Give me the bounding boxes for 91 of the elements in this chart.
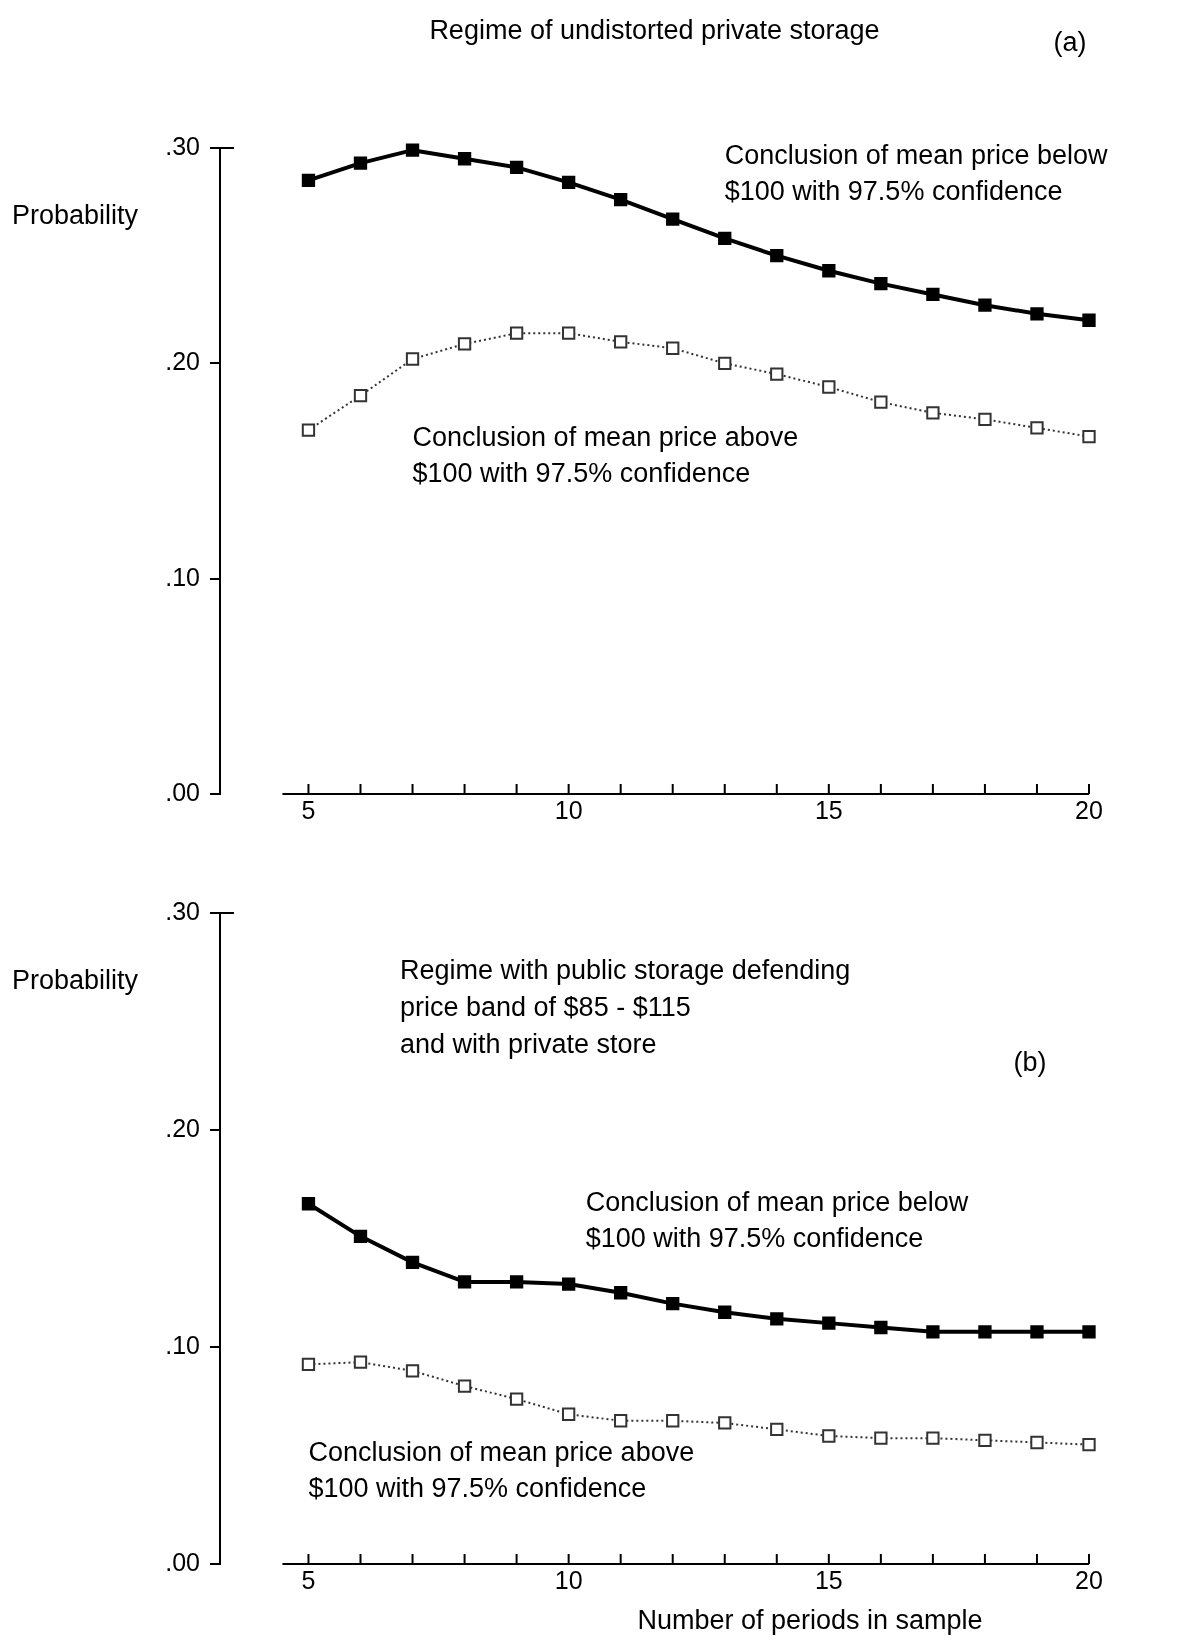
y-tick-label: .00 <box>165 1547 200 1576</box>
point <box>1030 421 1044 435</box>
point <box>509 1392 524 1406</box>
point <box>1082 1325 1096 1339</box>
x-tick-label: 15 <box>814 1565 843 1594</box>
point <box>457 1379 472 1393</box>
text: (a) <box>1053 26 1087 57</box>
point <box>874 395 888 409</box>
point <box>874 1320 888 1335</box>
point <box>978 1325 992 1339</box>
point <box>405 143 420 157</box>
point <box>926 287 940 302</box>
point <box>718 1305 732 1319</box>
y-axis-title: Probability <box>12 199 139 230</box>
x-tick-label: 15 <box>814 795 843 824</box>
y-tick-label: .10 <box>165 1330 200 1359</box>
series-label: Conclusion of mean price below $100 with 97.5% confidence <box>585 1187 969 1254</box>
point <box>1082 313 1096 327</box>
y-axis-title: Probability <box>12 964 139 995</box>
x-axis-title: Number of periods in sample <box>637 1604 983 1635</box>
point <box>770 1312 784 1326</box>
x-tick-label: 5 <box>301 1565 316 1594</box>
series-label: Conclusion of mean price below $100 with 97.5% confidence <box>724 140 1108 207</box>
point <box>405 1364 420 1378</box>
y-tick-label: .30 <box>165 896 200 925</box>
point <box>301 423 316 437</box>
point <box>718 1416 732 1430</box>
point <box>1030 1325 1044 1339</box>
point <box>614 193 628 207</box>
point <box>353 388 368 403</box>
point <box>1082 429 1096 444</box>
point <box>301 1357 316 1372</box>
point <box>770 367 784 381</box>
point <box>822 1316 836 1330</box>
x-tick-label: 10 <box>554 795 583 824</box>
point <box>301 173 316 187</box>
point <box>770 249 784 263</box>
y-tick-label: .10 <box>165 562 200 591</box>
point <box>457 1275 472 1289</box>
point <box>822 264 836 278</box>
point <box>614 335 628 349</box>
point <box>666 212 680 226</box>
point <box>978 298 992 312</box>
point <box>874 1431 888 1445</box>
point <box>718 356 732 370</box>
point <box>926 1325 940 1339</box>
point <box>561 1277 576 1291</box>
point <box>457 337 472 351</box>
y-tick-label: .20 <box>165 1113 200 1142</box>
series-label: Conclusion of mean price above $100 with 97.5% confidence <box>412 421 799 488</box>
point <box>666 1296 680 1311</box>
chart-title: Regime of undistorted private storage <box>429 14 880 45</box>
point <box>1030 307 1044 321</box>
point <box>666 1414 680 1428</box>
point <box>457 152 472 166</box>
point <box>353 156 368 170</box>
point <box>405 1255 420 1270</box>
point <box>405 352 420 366</box>
point <box>509 160 524 175</box>
point <box>978 412 992 426</box>
point <box>561 326 576 340</box>
point <box>822 380 836 394</box>
x-tick-label: 10 <box>554 1565 583 1594</box>
y-tick-label: .20 <box>165 347 200 376</box>
point <box>509 1275 524 1289</box>
y-tick-label: .30 <box>165 131 200 160</box>
annotation: (b) <box>1013 1046 1047 1077</box>
point <box>926 1431 940 1445</box>
point <box>509 326 524 340</box>
point <box>614 1286 628 1300</box>
point <box>978 1433 992 1447</box>
x-tick-label: 20 <box>1075 1565 1103 1594</box>
point <box>822 1429 836 1443</box>
text: Regime with public storage defending price band of $85 - $115 and with private store <box>400 954 851 1059</box>
point <box>1030 1435 1044 1450</box>
point <box>614 1414 628 1428</box>
point <box>353 1229 368 1243</box>
point <box>874 277 888 291</box>
point <box>926 406 940 420</box>
point <box>301 1197 316 1211</box>
point <box>561 1407 576 1421</box>
point <box>353 1355 368 1369</box>
y-tick-label: .00 <box>165 777 200 806</box>
point <box>770 1422 784 1437</box>
point <box>666 341 680 355</box>
point <box>1082 1437 1096 1452</box>
series-label: Conclusion of mean price above $100 with 97.5% confidence <box>308 1437 695 1504</box>
point <box>718 231 732 246</box>
x-tick-label: 5 <box>301 795 316 824</box>
x-tick-label: 20 <box>1075 795 1103 824</box>
point <box>561 175 576 190</box>
